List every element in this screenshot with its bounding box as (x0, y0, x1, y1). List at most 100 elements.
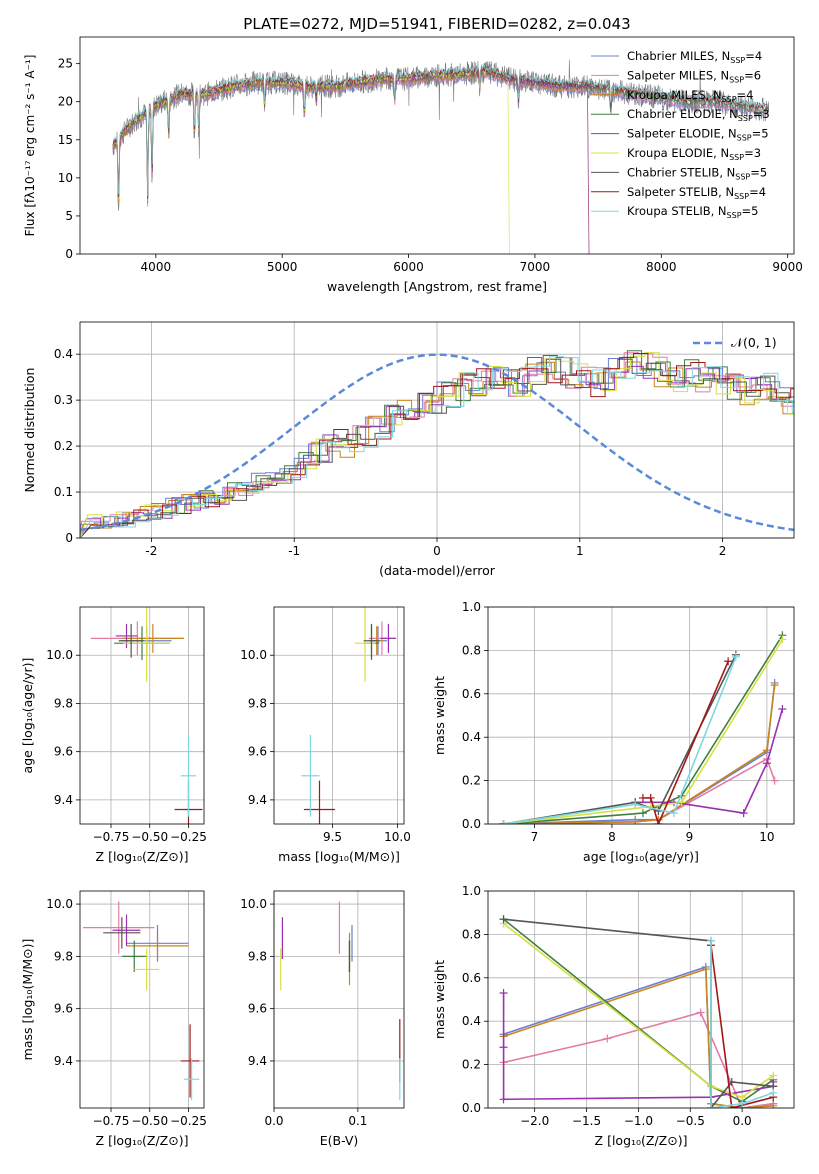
x-tick-label: 10 (759, 830, 774, 844)
axes-frame (79, 606, 205, 825)
x-tick-label: 0.1 (348, 1114, 367, 1128)
y-tick-label: 0.8 (462, 927, 481, 941)
panel-age-vs-Z: −0.75 −0.50 −0.25 9.4 9.6 9.8 10.0 Z [log₁₀(Z/Z… (20, 606, 207, 864)
axes-frame (79, 890, 205, 1109)
figure-title: PLATE=0272, MJD=51941, FIBERID=0282, z=0… (243, 15, 630, 33)
residual-histogram (80, 353, 794, 538)
axes-frame (487, 890, 795, 1109)
y-axis-label: mass weight (432, 960, 447, 1039)
mass-weight-marker (701, 965, 710, 974)
x-axis-label: Z [log₁₀(Z/Z⊙)] (96, 1133, 189, 1148)
y-tick-label: 0.4 (54, 347, 73, 361)
x-tick-label: −1.5 (572, 1114, 601, 1128)
y-tick-label: 9.4 (54, 793, 73, 807)
x-tick-label: 1 (576, 544, 584, 558)
mass-weight-marker (669, 809, 678, 818)
residual-histogram (80, 358, 794, 538)
x-tick-label: −0.50 (131, 830, 168, 844)
y-tick-label: 0 (65, 247, 73, 261)
y-tick-label: 1.0 (462, 884, 481, 898)
y-tick-label: 0.3 (54, 393, 73, 407)
axes-frame (79, 321, 795, 539)
residual-histogram (80, 356, 794, 538)
mass-weight-line (710, 945, 774, 1108)
normal-curve (80, 353, 794, 532)
y-axis-label: Normed distribution (22, 368, 37, 493)
x-tick-label: −2.0 (520, 1114, 549, 1128)
y-tick-label: 0.6 (462, 687, 481, 701)
x-tick-label: −0.75 (93, 1114, 130, 1128)
y-tick-label: 10.0 (46, 648, 73, 662)
axes-frame (273, 606, 405, 825)
x-tick-label: −1.0 (624, 1114, 653, 1128)
panel-residuals: -2 -1 0 1 2 0 0.1 0.2 0.3 0.4 (data-model)/error No… (22, 321, 795, 578)
y-tick-label: 10 (58, 171, 73, 185)
x-axis-label: Z [log₁₀(Z/Z⊙)] (595, 1133, 688, 1148)
panel-weight-vs-age: 7 8 9 10 0.0 0.2 0.4 0.6 0.8 1.0 age [log₁₀(age/yr… (432, 600, 795, 864)
legend-entry: Salpeter STELIB, NSSP=4 (627, 185, 766, 201)
model-spectrum-line (112, 69, 770, 203)
mass-weight-marker (762, 746, 771, 755)
axes-frame (79, 36, 795, 255)
y-axis-label: age [log₁₀(age/yr)] (20, 658, 35, 774)
y-tick-label: 10.0 (46, 897, 73, 911)
x-tick-label: −0.75 (93, 830, 130, 844)
y-tick-label: 9.8 (248, 696, 267, 710)
legend-entry: Kroupa ELODIE, NSSP=3 (627, 146, 761, 162)
y-tick-label: 1.0 (462, 600, 481, 614)
y-tick-label: 0.4 (462, 1014, 481, 1028)
y-tick-label: 9.8 (248, 949, 267, 963)
plot-area (90, 607, 203, 824)
x-tick-label: 8000 (646, 260, 677, 274)
x-tick-label: 2 (719, 544, 727, 558)
y-tick-label: 9.4 (54, 1054, 73, 1068)
x-tick-label: 8 (608, 830, 616, 844)
residual-histogram (80, 350, 794, 538)
mass-weight-line (710, 940, 774, 1108)
residual-histogram (80, 352, 794, 538)
legend-entry: Chabrier MILES, NSSP=4 (627, 49, 762, 65)
y-tick-label: 0.1 (54, 485, 73, 499)
axes-frame (273, 890, 405, 1109)
y-tick-label: 20 (58, 95, 73, 109)
legend-entry: Chabrier ELODIE, NSSP=3 (627, 107, 770, 123)
y-tick-label: 0.8 (462, 643, 481, 657)
y-tick-label: 9.4 (248, 793, 267, 807)
y-tick-label: 9.6 (248, 745, 267, 759)
x-tick-label: −0.5 (676, 1114, 705, 1128)
mass-weight-line (503, 918, 774, 1108)
y-tick-label: 9.6 (54, 1002, 73, 1016)
x-tick-label: 6000 (393, 260, 424, 274)
x-tick-label: -2 (145, 544, 157, 558)
x-tick-label: −0.25 (170, 830, 207, 844)
mass-weight-marker (631, 800, 640, 809)
mass-weight-marker (638, 809, 647, 818)
mass-weight-marker (769, 1088, 778, 1097)
mass-weight-marker (707, 1104, 716, 1108)
x-tick-label: −0.50 (131, 1114, 168, 1128)
x-axis-label: E(B-V) (320, 1133, 359, 1148)
mass-weight-line (503, 656, 737, 824)
mass-weight-marker (707, 936, 716, 945)
x-tick-label: 4000 (141, 260, 172, 274)
mass-weight-marker (731, 652, 740, 661)
y-tick-label: 0.0 (462, 817, 481, 831)
mass-weight-marker (499, 820, 508, 824)
spectrum-legend: Chabrier MILES, NSSP=4 Salpeter MILES, NS… (591, 49, 770, 220)
mass-weight-marker (769, 1071, 778, 1080)
mass-weight-marker (770, 681, 779, 690)
y-axis-label: mass [log₁₀(M/M⊙)] (20, 939, 35, 1061)
x-axis-label: wavelength [Angstrom, rest frame] (327, 279, 547, 294)
x-axis-label: mass [log₁₀(M/M⊙)] (278, 849, 400, 864)
y-tick-label: 0.6 (462, 971, 481, 985)
legend-entry: 𝒩(0, 1) (731, 335, 777, 350)
model-spectrum-line (112, 67, 510, 254)
y-tick-label: 9.8 (54, 696, 73, 710)
x-tick-label: 9.5 (323, 830, 342, 844)
legend-entry: Kroupa STELIB, NSSP=5 (627, 204, 758, 220)
mass-weight-marker (770, 776, 779, 785)
mass-weight-marker (769, 1101, 778, 1108)
mass-weight-marker (762, 759, 771, 768)
x-tick-label: −0.25 (170, 1114, 207, 1128)
